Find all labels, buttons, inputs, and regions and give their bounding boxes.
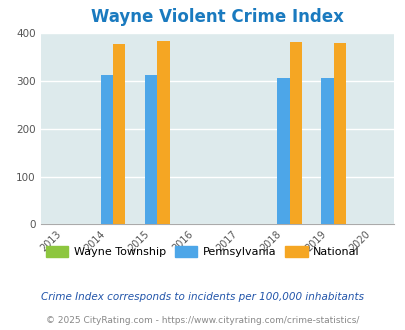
Title: Wayne Violent Crime Index: Wayne Violent Crime Index [91, 8, 343, 26]
Bar [277, 78, 289, 224]
Bar [100, 75, 113, 224]
Text: Crime Index corresponds to incidents per 100,000 inhabitants: Crime Index corresponds to incidents per… [41, 292, 364, 302]
Text: © 2025 CityRating.com - https://www.cityrating.com/crime-statistics/: © 2025 CityRating.com - https://www.city… [46, 315, 359, 325]
Bar [321, 78, 333, 224]
Bar [113, 44, 125, 224]
Legend: Wayne Township, Pennsylvania, National: Wayne Township, Pennsylvania, National [42, 242, 363, 262]
Bar [333, 43, 345, 224]
Bar [157, 41, 169, 224]
Bar [145, 75, 157, 224]
Bar [289, 42, 301, 224]
